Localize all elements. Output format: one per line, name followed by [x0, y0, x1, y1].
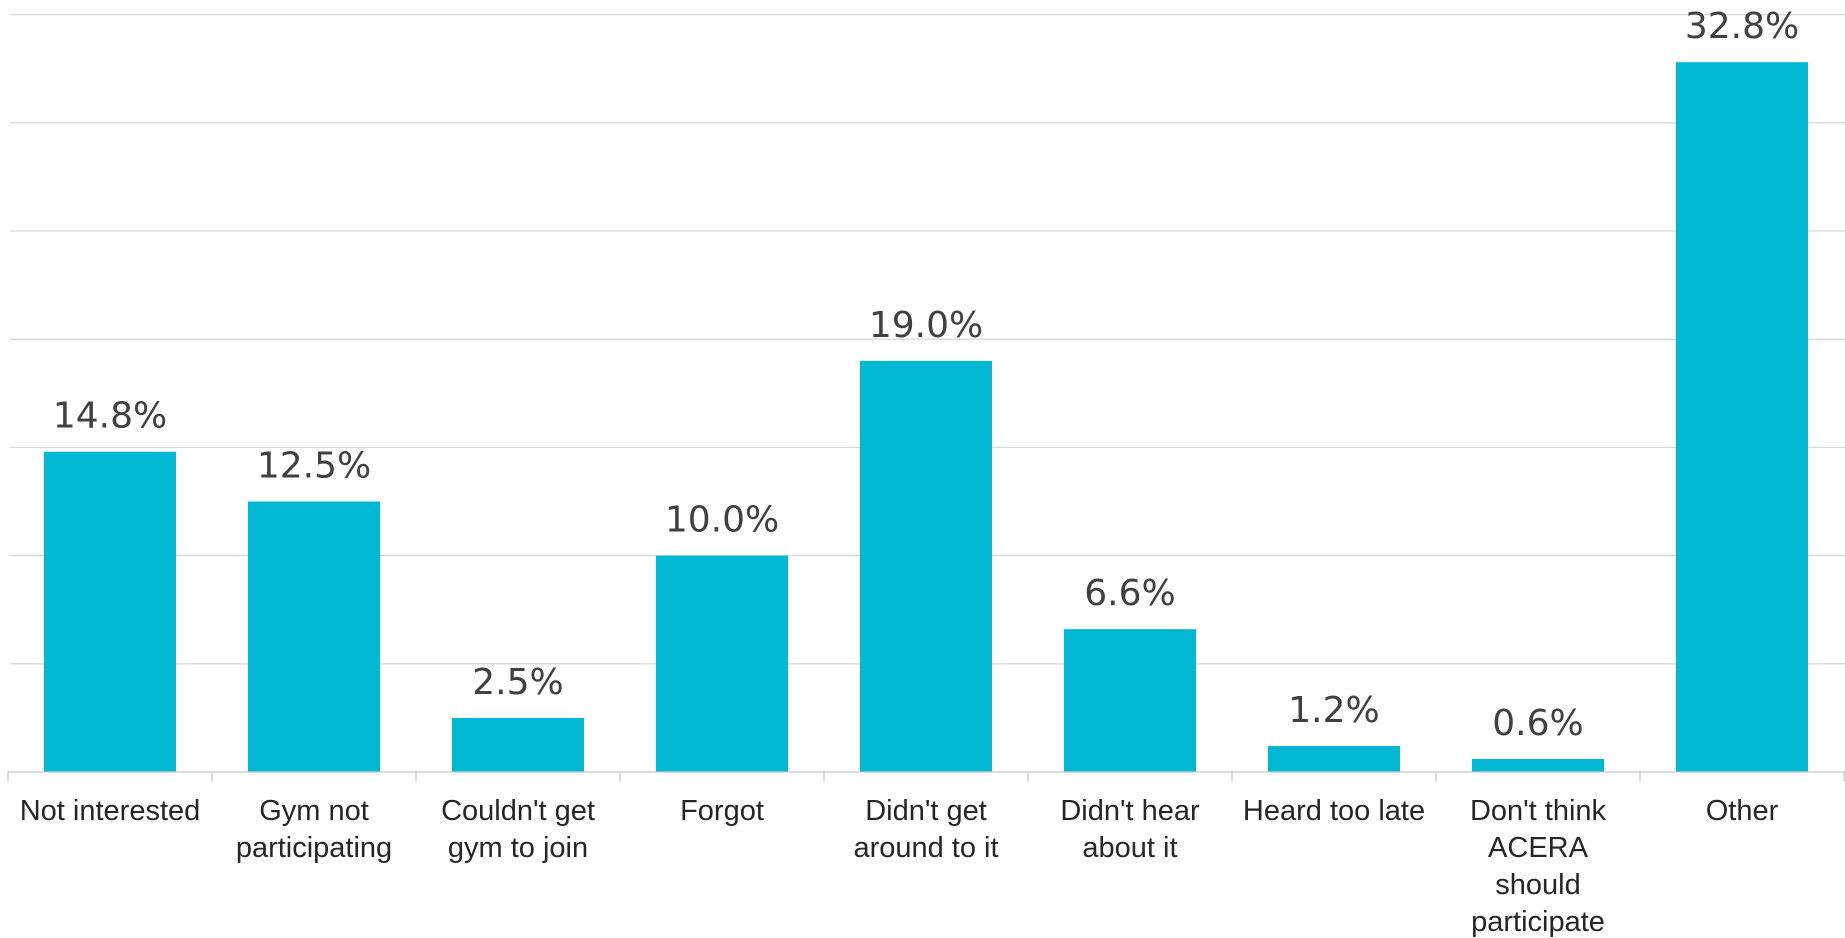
bar: [1676, 62, 1808, 772]
bar: [860, 360, 992, 772]
bar: [452, 717, 584, 772]
bar: [248, 501, 380, 772]
data-label: 6.6%: [1084, 573, 1175, 614]
category-label: Don't think: [1470, 795, 1607, 827]
category-label: about it: [1082, 832, 1177, 864]
x-axis: [7, 771, 1845, 782]
category-label: gym to join: [448, 832, 588, 864]
bar: [1064, 629, 1196, 772]
category-label: Other: [1706, 795, 1779, 827]
category-labels: Not interested Gym not participating Couldn…: [20, 795, 1779, 938]
category-label: around to it: [853, 832, 998, 864]
bar: [44, 451, 176, 772]
category-label: Didn't hear: [1060, 795, 1200, 827]
category-label: participating: [236, 832, 392, 864]
category-label: ACERA: [1488, 832, 1589, 864]
bar: [1472, 759, 1604, 772]
data-label: 0.6%: [1492, 703, 1583, 744]
bar: [656, 555, 788, 772]
category-label: Gym not: [259, 795, 369, 827]
data-label: 19.0%: [869, 305, 983, 346]
bars: [44, 62, 1808, 772]
bar: [1268, 746, 1400, 772]
category-label: Not interested: [20, 795, 201, 827]
category-label: Forgot: [680, 795, 764, 827]
category-label: should: [1495, 869, 1580, 901]
data-label: 32.8%: [1685, 6, 1799, 47]
data-label: 14.8%: [53, 396, 167, 437]
category-label: participate: [1471, 906, 1605, 938]
data-label: 12.5%: [257, 446, 371, 487]
data-labels: 14.8% 12.5% 2.5% 10.0% 19.0% 6.6% 1.2% 0.6% 32.8…: [53, 6, 1799, 744]
category-label: Heard too late: [1243, 795, 1425, 827]
data-label: 1.2%: [1288, 690, 1379, 731]
category-label: Didn't get: [865, 795, 987, 827]
data-label: 2.5%: [472, 662, 563, 703]
data-label: 10.0%: [665, 500, 779, 541]
category-label: Couldn't get: [441, 795, 595, 827]
